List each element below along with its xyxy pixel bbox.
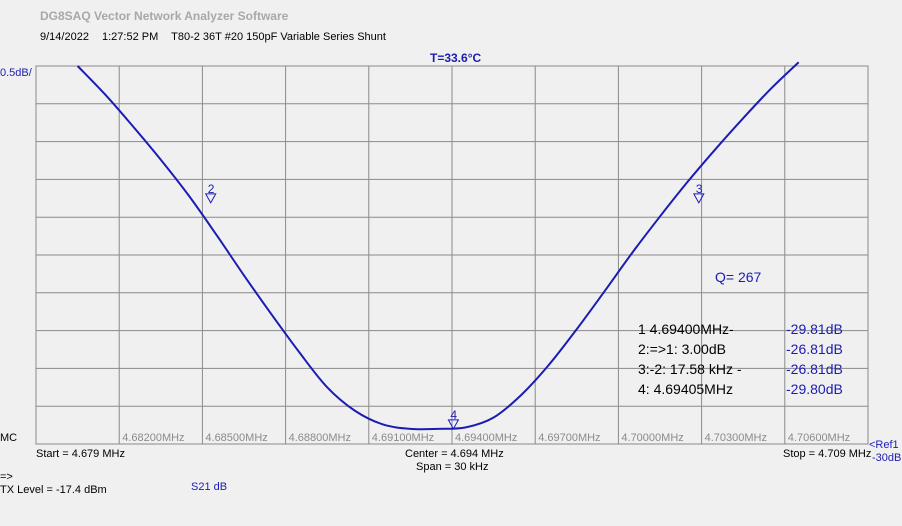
marker-table-row-2-value: -26.81dB bbox=[786, 341, 843, 357]
x-tick-label: 4.69100MHz bbox=[372, 432, 434, 444]
x-tick-label: 4.68200MHz bbox=[122, 432, 184, 444]
marker-4-triangle bbox=[447, 419, 460, 430]
stop-frequency-label: Stop = 4.709 MHz bbox=[783, 448, 872, 460]
info-time: 1:27:52 PM bbox=[102, 31, 159, 43]
marker-table-row-3-value: -26.81dB bbox=[786, 361, 843, 377]
marker-4-label: 4 bbox=[450, 408, 457, 422]
arrow-label: => bbox=[0, 471, 13, 483]
x-tick-label: 4.68800MHz bbox=[289, 432, 351, 444]
marker-table-row-3-left: 3:-2: 17.58 kHz - bbox=[638, 361, 742, 377]
x-tick-labels: 4.68200MHz 4.68500MHz 4.68800MHz 4.69100MHz… bbox=[122, 432, 850, 444]
marker-table-row-1-value: -29.81dB bbox=[786, 321, 843, 337]
info-date: 9/14/2022 bbox=[40, 31, 89, 43]
info-description: T80-2 36T #20 150pF Variable Series Shun… bbox=[171, 31, 386, 43]
x-tick-label: 4.70300MHz bbox=[705, 432, 767, 444]
info-line: 9/14/2022 1:27:52 PM T80-2 36T #20 150pF… bbox=[40, 31, 396, 43]
reference-level-label: -30dB bbox=[872, 452, 902, 464]
app-title: DG8SAQ Vector Network Analyzer Software bbox=[40, 9, 289, 23]
marker-table-row-2-left: 2:=>1: 3.00dB bbox=[638, 341, 726, 357]
marker-2-label: 2 bbox=[208, 182, 215, 196]
marker-table-row-4-value: -29.80dB bbox=[786, 381, 843, 397]
start-frequency-label: Start = 4.679 MHz bbox=[36, 448, 125, 460]
marker-table-row-1-left: 1 4.69400MHz- bbox=[638, 321, 734, 337]
tx-level-label: TX Level = -17.4 dBm bbox=[0, 484, 107, 496]
center-frequency-label: Center = 4.694 MHz bbox=[405, 448, 504, 460]
mc-label: MC bbox=[0, 432, 18, 444]
x-tick-label: 4.68500MHz bbox=[205, 432, 267, 444]
x-tick-label: 4.69400MHz bbox=[455, 432, 517, 444]
reference-label: <Ref1 bbox=[869, 439, 899, 451]
marker-3-label: 3 bbox=[696, 182, 703, 196]
s21-trace bbox=[76, 61, 800, 431]
trace-label: S21 dB bbox=[191, 481, 228, 493]
scale-label: 0.5dB/ bbox=[0, 67, 32, 79]
marker-3-triangle bbox=[692, 193, 705, 204]
grid bbox=[36, 66, 868, 444]
x-tick-label: 4.70000MHz bbox=[621, 432, 683, 444]
x-tick-label: 4.70600MHz bbox=[788, 432, 850, 444]
temperature-label: T=33.6°C bbox=[430, 51, 482, 65]
marker-2-triangle bbox=[204, 193, 217, 204]
markers: 2 3 4 bbox=[204, 182, 705, 430]
x-tick-label: 4.69700MHz bbox=[538, 432, 600, 444]
span-label: Span = 30 kHz bbox=[416, 461, 489, 473]
q-label: Q= 267 bbox=[715, 269, 762, 285]
marker-table-row-4-left: 4: 4.69405MHz bbox=[638, 381, 733, 397]
marker-table: 1 4.69400MHz- -29.81dB 2:=>1: 3.00dB -26.81… bbox=[638, 321, 843, 397]
